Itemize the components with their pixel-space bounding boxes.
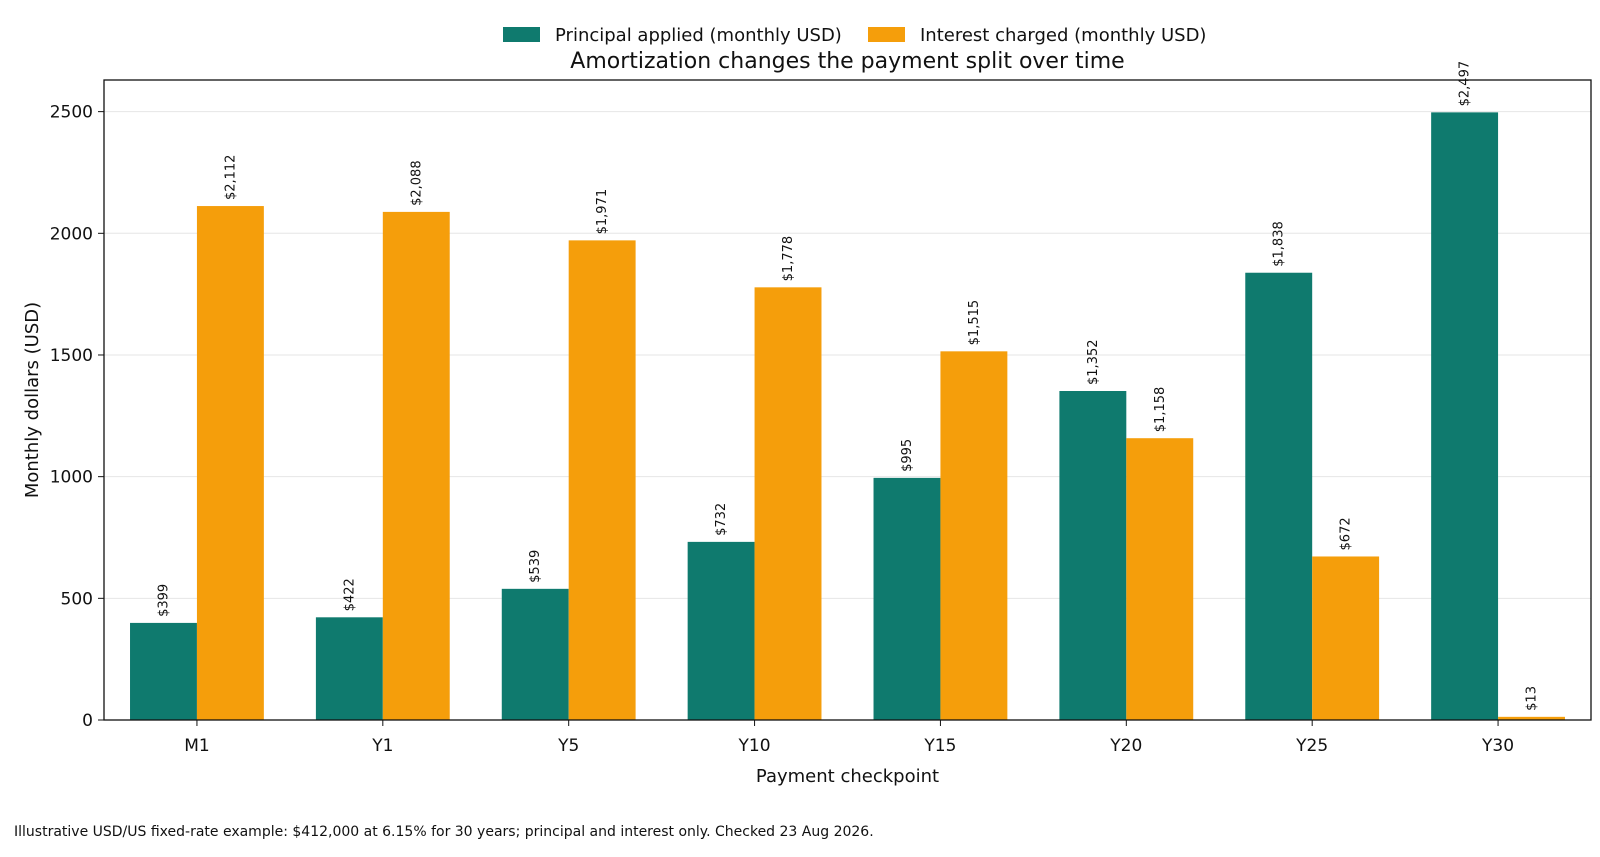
bar-principal-y25 [1245,272,1313,720]
bar-value-label: $2,112 [223,155,238,201]
bar-interest-y20 [1126,438,1194,720]
bar-value-label: $422 [342,578,357,611]
y-tick-label: 2000 [50,224,93,244]
bar-principal-y5 [501,588,569,720]
bar-interest-y15 [940,351,1008,720]
bar-interest-y10 [754,287,822,720]
bar-value-label: $539 [528,550,543,583]
bar-value-label: $995 [900,439,915,472]
bar-value-label: $1,352 [1086,339,1101,385]
y-tick-label: 1000 [50,468,93,488]
bar-value-label: $1,158 [1153,387,1168,433]
bar-value-label: $1,971 [595,189,610,235]
bar-principal-y1 [315,617,383,720]
x-tick-label: M1 [184,736,209,756]
x-axis-title: Payment checkpoint [756,766,939,787]
bar-value-label: $2,497 [1458,61,1473,107]
legend-label-principal: Principal applied (monthly USD) [555,25,842,46]
bar-principal-m1 [130,622,197,720]
bar-interest-y30 [1498,716,1565,720]
bar-value-label: $672 [1339,517,1354,550]
footnote: Illustrative USD/US fixed-rate example: … [14,824,874,840]
x-tick-label: Y10 [738,736,771,756]
bar-interest-y1 [382,211,450,720]
y-axis-title: Monthly dollars (USD) [22,302,43,498]
legend-swatch-interest [868,27,905,42]
y-tick-label: 0 [82,711,93,731]
y-tick-label: 500 [61,589,93,609]
bar-value-label: $1,778 [781,236,796,282]
bar-principal-y15 [873,477,941,720]
y-axis: 0 500 1000 1500 2000 2500 [50,103,104,731]
bar-value-label: $13 [1525,686,1540,711]
bar-interest-y5 [568,240,636,720]
bars [130,112,1565,721]
x-tick-label: Y30 [1481,736,1514,756]
bar-principal-y10 [687,541,755,720]
legend: Principal applied (monthly USD) Interest … [503,25,1206,46]
x-tick-label: Y15 [923,736,956,756]
bar-value-label: $2,088 [409,160,424,206]
x-tick-label: Y1 [371,736,393,756]
y-tick-label: 2500 [50,103,93,123]
chart-title: Amortization changes the payment split o… [570,49,1124,74]
x-tick-label: Y20 [1109,736,1142,756]
bar-principal-y20 [1059,390,1127,720]
x-axis: M1 Y1 Y5 Y10 Y15 Y20 Y25 Y30 [184,720,1514,756]
legend-label-interest: Interest charged (monthly USD) [920,25,1206,46]
bar-value-label: $1,838 [1272,221,1287,267]
bar-principal-y30 [1431,112,1499,721]
y-tick-label: 1500 [50,346,93,366]
grid-lines [104,111,1591,599]
bar-interest-y25 [1312,556,1380,720]
bar-interest-m1 [196,206,264,721]
bar-value-label: $1,515 [967,300,982,346]
x-tick-label: Y5 [557,736,579,756]
legend-swatch-principal [503,27,540,42]
plot-frame [103,79,1592,721]
x-tick-label: Y25 [1295,736,1328,756]
bar-value-label: $399 [156,584,171,617]
bar-labels: $399 $2,112 $422 $2,088 $539 $1,971 $732 $1,778… [156,61,1539,711]
bar-value-label: $732 [714,503,729,536]
